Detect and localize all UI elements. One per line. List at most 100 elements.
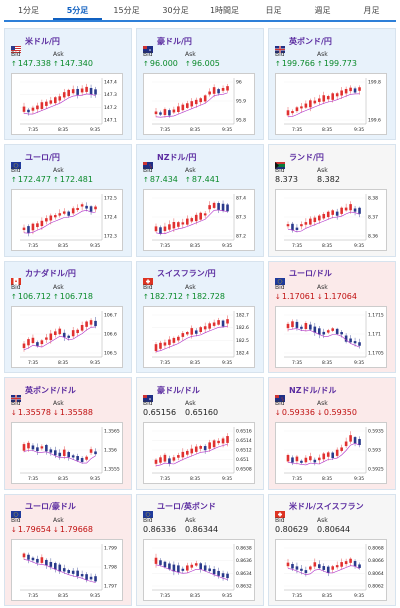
candle (217, 319, 220, 325)
price-chart[interactable]: 172.5 172.4 172.3 7:35 8:35 9:35 (11, 189, 123, 252)
tab-3[interactable]: 30分足 (162, 6, 189, 15)
candle (89, 206, 93, 213)
y-tick-label: 1.1705 (368, 350, 384, 356)
y-tick-label: 182.4 (236, 350, 249, 356)
candle (208, 91, 211, 95)
y-tick-label: 182.5 (236, 338, 249, 344)
candle (22, 553, 26, 557)
y-tick-label: 95.8 (236, 118, 246, 124)
eu-flag-icon (275, 270, 285, 286)
candle (344, 88, 348, 94)
candle (45, 101, 48, 106)
candle (335, 449, 339, 457)
tab-1[interactable]: 5分足 (53, 2, 102, 20)
currency-card[interactable]: カナダドル/円 Bid Ask ↑106.712 ↑106.718 106.7 106.6 1… (4, 260, 132, 374)
currency-card[interactable]: ユーロ/豪ドル Bid Ask ↓1.79654 ↓1.79668 1.799 1.798 1… (4, 493, 132, 606)
arrow-down-icon: ↓ (53, 409, 59, 418)
candle (85, 456, 88, 460)
price-chart-svg: 1.799 1.798 1.797 7:35 8:35 9:35 (20, 543, 117, 599)
ch-flag-icon (275, 503, 285, 519)
price-chart[interactable]: 0.8638 0.8636 0.8634 0.8632 7:35 8:35 9:35 (143, 538, 255, 601)
candle (181, 452, 185, 458)
price-chart[interactable]: 1.1715 1.171 1.1705 7:35 8:35 9:35 (275, 305, 387, 368)
price-chart[interactable]: 0.5935 0.593 0.5925 7:35 8:35 9:35 (275, 422, 387, 485)
candle (194, 99, 198, 105)
y-tick-label: 0.8632 (236, 583, 252, 589)
price-chart[interactable]: 8.38 8.37 8.36 7:35 8:35 9:35 (275, 189, 387, 252)
currency-card[interactable]: ユーロ/ドル Bid Ask ↓1.17061 ↓1.17064 1.1715 1.171 1… (268, 260, 396, 374)
price-chart[interactable]: 87.4 87.3 87.2 7:35 8:35 9:35 (143, 189, 255, 252)
currency-card[interactable]: ランド/円 Bid Ask 8.373 8.382 8.38 8.37 8.36 7:35 8:3… (268, 144, 396, 257)
tab-7[interactable]: 月足 (363, 6, 380, 15)
moving-average-line (155, 209, 228, 235)
candle (80, 573, 84, 576)
price-chart[interactable]: 182.7 182.6 182.5 182.4 7:35 8:35 9:35 (143, 305, 255, 368)
pair-name[interactable]: スイスフラン/円 (157, 269, 216, 279)
price-chart[interactable]: 96 95.9 95.8 7:35 8:35 9:35 (143, 73, 255, 135)
x-tick-label: 7:35 (292, 476, 302, 482)
price-chart[interactable]: 147.4 147.3 147.2 147.1 7:35 8:35 9:35 (11, 73, 123, 135)
pair-name[interactable]: 英ポンド/ドル (25, 385, 76, 395)
pair-name[interactable]: カナダドル/円 (25, 269, 76, 279)
currency-card[interactable]: 豪ドル/円 Bid Ask ↑96.000 ↑96.005 96 95.9 95.8 7:35 8… (136, 28, 264, 141)
pair-name[interactable]: 米ドル/円 (25, 36, 60, 46)
currency-card[interactable]: NZドル/ドル Bid Ask ↓0.59336 ↓0.59350 0.5935 0.593… (268, 377, 396, 490)
candle (27, 109, 30, 113)
currency-card[interactable]: 英ポンド/円 Bid Ask ↑199.766 ↑199.773 199.8 199.6 7:… (268, 28, 396, 141)
price-chart-svg: 0.5935 0.593 0.5925 7:35 8:35 9:35 (284, 427, 384, 482)
gb-flag-icon (11, 387, 21, 402)
candle (304, 103, 308, 108)
candle (309, 100, 312, 108)
candle (295, 228, 299, 231)
price-chart[interactable]: 106.7 106.6 106.5 7:35 8:35 9:35 (11, 305, 123, 368)
candle (159, 457, 162, 463)
pair-name[interactable]: NZドル/ドル (289, 385, 337, 395)
currency-card[interactable]: NZドル/円 Bid Ask ↑87.434 ↑87.441 87.4 87.3 87.2 7:… (136, 144, 264, 257)
candle (349, 87, 352, 92)
currency-card[interactable]: スイスフラン/円 Bid Ask ↑182.712 ↑182.728 182.7 182.6… (136, 260, 264, 374)
tab-2[interactable]: 15分足 (113, 6, 140, 15)
currency-card[interactable]: 米ドル/スイスフラン Bid Ask 0.80629 0.80644 0.8068 0.80… (268, 493, 396, 606)
tab-5[interactable]: 日足 (265, 6, 282, 15)
tab-4[interactable]: 1時間足 (209, 6, 240, 15)
candle (76, 329, 79, 333)
candle (62, 567, 66, 572)
candle (212, 440, 216, 448)
pair-name[interactable]: ユーロ/ドル (289, 269, 332, 279)
moving-average-line (287, 443, 360, 466)
price-chart[interactable]: 199.8 199.6 7:35 8:35 9:35 (275, 73, 387, 135)
ask-value: 87.441 (191, 175, 220, 185)
y-tick-label: 1.1715 (368, 312, 384, 318)
pair-name[interactable]: ユーロ/豪ドル (25, 502, 76, 512)
currency-card[interactable]: 英ポンド/ドル Bid Ask ↓1.35578 ↓1.35588 1.3565 1.356… (4, 377, 132, 490)
currency-card[interactable]: 米ドル/円 Bid Ask ↑147.338 ↑147.340 147.4 147.3 147… (4, 28, 132, 141)
tab-6[interactable]: 週足 (314, 6, 331, 15)
pair-name[interactable]: ユーロ/英ポンド (157, 502, 216, 512)
card-header: 英ポンド/ドル (11, 384, 76, 402)
price-chart[interactable]: 0.6516 0.6514 0.6512 0.651 0.6508 7:35 8:35 9:3… (143, 422, 255, 485)
currency-card[interactable]: ユーロ/英ポンド Bid Ask 0.86336 0.86344 0.8638 0.8636… (136, 493, 264, 606)
ask-label: Ask (53, 167, 64, 175)
pair-name[interactable]: 米ドル/スイスフラン (289, 502, 364, 512)
currency-card[interactable]: ユーロ/円 Bid Ask ↑172.477 ↑172.481 172.5 172.4 172… (4, 144, 132, 257)
price-chart[interactable]: 0.8068 0.8066 0.8064 0.8062 7:35 8:35 9:35 (275, 538, 387, 601)
bid-quote: ↓1.79654 (11, 525, 51, 534)
card-header: スイスフラン/円 (143, 268, 216, 286)
candle (163, 342, 167, 346)
candle (94, 320, 97, 326)
pair-name[interactable]: ユーロ/円 (25, 152, 60, 162)
pair-name[interactable]: 豪ドル/ドル (157, 385, 200, 395)
card-header: 米ドル/円 (11, 35, 60, 53)
pair-name[interactable]: 豪ドル/円 (157, 36, 192, 46)
price-chart[interactable]: 1.799 1.798 1.797 7:35 8:35 9:35 (11, 538, 123, 601)
currency-card[interactable]: 豪ドル/ドル Bid Ask 0.65156 0.65160 0.6516 0.6514 0.… (136, 377, 264, 490)
price-chart[interactable]: 1.3565 1.356 1.3555 7:35 8:35 9:35 (11, 422, 123, 485)
candle (217, 203, 220, 211)
candle (208, 205, 211, 210)
card-header: ユーロ/ドル (275, 268, 332, 286)
tab-0[interactable]: 1分足 (17, 6, 40, 15)
pair-name[interactable]: NZドル/円 (157, 152, 197, 162)
pair-name[interactable]: ランド/円 (289, 152, 324, 162)
pair-name[interactable]: 英ポンド/円 (289, 36, 332, 46)
candle (185, 218, 189, 226)
